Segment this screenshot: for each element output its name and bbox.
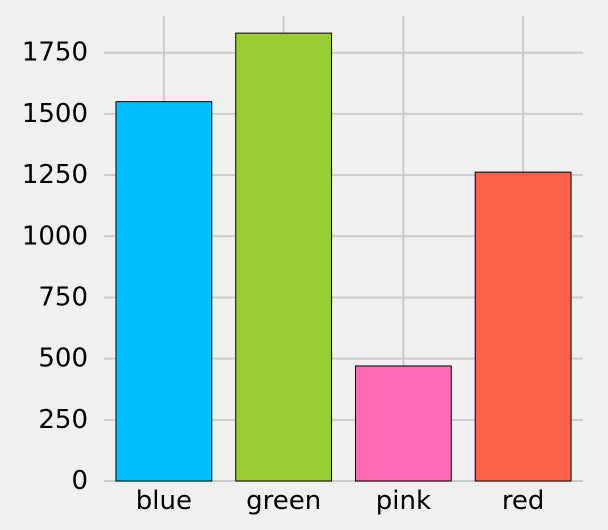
bar-green xyxy=(235,32,333,482)
y-tick-label: 1000 xyxy=(22,221,88,251)
bar-blue xyxy=(115,101,213,482)
bar-red xyxy=(474,171,572,482)
x-tick-labels: blue green pink red xyxy=(136,486,545,516)
bar-pink xyxy=(354,365,452,482)
x-tick-label: blue xyxy=(136,486,192,516)
y-tick-label: 250 xyxy=(38,405,88,435)
y-tick-label: 1750 xyxy=(22,38,88,68)
x-tick-label: green xyxy=(246,486,321,516)
bar-layer xyxy=(115,32,572,482)
y-tick-label: 1500 xyxy=(22,99,88,129)
y-tick-labels: 0 250 500 750 1000 1250 1500 1750 xyxy=(22,38,88,496)
y-tick-label: 500 xyxy=(38,344,88,374)
y-tick-label: 750 xyxy=(38,282,88,312)
x-tick-label: pink xyxy=(376,486,431,516)
y-tick-label: 0 xyxy=(71,466,88,496)
y-tick-label: 1250 xyxy=(22,160,88,190)
x-tick-label: red xyxy=(502,486,545,516)
